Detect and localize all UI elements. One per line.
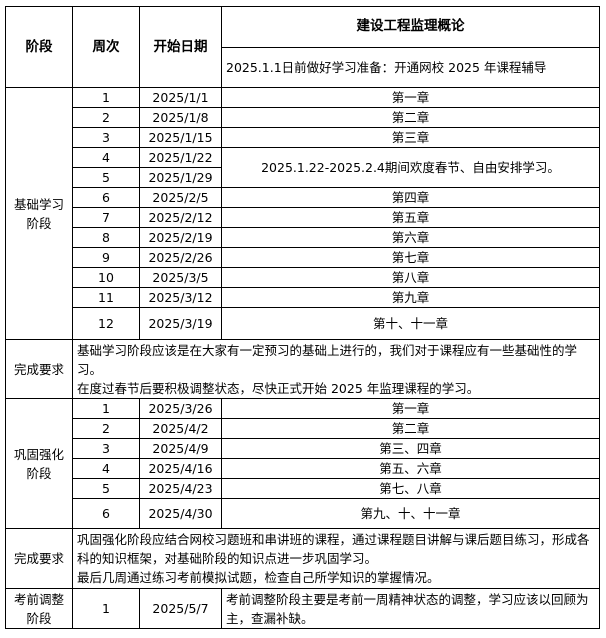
stage-basic: 基础学习阶段 — [5, 87, 73, 340]
week: 6 — [72, 498, 140, 529]
week: 3 — [72, 127, 140, 148]
content: 第七、八章 — [221, 478, 600, 499]
header-stage: 阶段 — [5, 6, 73, 88]
content: 第二章 — [221, 107, 600, 128]
content: 第三、四章 — [221, 438, 600, 459]
req-line: 在度过春节后要积极调整状态，尽快正式开始 2025 年监理课程的学习。 — [77, 380, 480, 396]
prep-note: 2025.1.1日前做好学习准备：开通网校 2025 年课程辅导 — [221, 46, 600, 88]
content: 第一章 — [221, 87, 600, 108]
header-subject: 建设工程监理概论 — [221, 6, 600, 48]
content: 第六章 — [221, 227, 600, 248]
date: 2025/4/30 — [139, 498, 222, 529]
date: 2025/1/8 — [139, 107, 222, 128]
week: 2 — [72, 107, 140, 128]
content: 第七章 — [221, 247, 600, 268]
week: 1 — [72, 87, 140, 108]
date: 2025/4/16 — [139, 458, 222, 479]
date: 2025/2/26 — [139, 247, 222, 268]
header-start-date: 开始日期 — [139, 6, 222, 88]
requirement-label: 完成要求 — [5, 528, 73, 589]
week: 12 — [72, 307, 140, 340]
date: 2025/2/19 — [139, 227, 222, 248]
date: 2025/2/5 — [139, 187, 222, 208]
date: 2025/3/19 — [139, 307, 222, 340]
date: 2025/3/5 — [139, 267, 222, 288]
content: 第二章 — [221, 418, 600, 439]
requirement-label: 完成要求 — [5, 339, 73, 399]
week: 1 — [72, 588, 140, 629]
req-line: 巩固强化阶段应结合网校习题班和串讲班的课程，通过课程题目讲解与课后题目练习，形成… — [77, 532, 590, 566]
week: 4 — [72, 458, 140, 479]
study-plan-table: 阶段 周次 开始日期 建设工程监理概论 2025.1.1日前做好学习准备：开通网… — [5, 6, 600, 629]
week: 9 — [72, 247, 140, 268]
content: 考前调整阶段主要是考前一周精神状态的调整，学习应该以回顾为主，查漏补缺。 — [221, 588, 600, 629]
date: 2025/1/1 — [139, 87, 222, 108]
week: 6 — [72, 187, 140, 208]
requirement-text: 基础学习阶段应该是在大家有一定预习的基础上进行的，我们对于课程应有一些基础性的学… — [72, 339, 600, 399]
content: 第十、十一章 — [221, 307, 600, 340]
week: 5 — [72, 478, 140, 499]
week: 4 — [72, 147, 140, 168]
date: 2025/3/26 — [139, 398, 222, 419]
week: 10 — [72, 267, 140, 288]
week: 5 — [72, 167, 140, 188]
date: 2025/2/12 — [139, 207, 222, 228]
req-line: 最后几周通过练习考前模拟试题，检查自己所学知识的掌握情况。 — [77, 570, 440, 585]
content: 第一章 — [221, 398, 600, 419]
content: 2025.1.22-2025.2.4期间欢度春节、自由安排学习。 — [221, 147, 600, 188]
content: 第五章 — [221, 207, 600, 228]
content: 第九、十、十一章 — [221, 498, 600, 529]
week: 7 — [72, 207, 140, 228]
week: 8 — [72, 227, 140, 248]
date: 2025/5/7 — [139, 588, 222, 629]
week: 3 — [72, 438, 140, 459]
date: 2025/1/29 — [139, 167, 222, 188]
week: 2 — [72, 418, 140, 439]
content: 第九章 — [221, 287, 600, 308]
content: 第八章 — [221, 267, 600, 288]
date: 2025/1/15 — [139, 127, 222, 148]
content: 第三章 — [221, 127, 600, 148]
week: 1 — [72, 398, 140, 419]
req-line: 基础学习阶段应该是在大家有一定预习的基础上进行的，我们对于课程应有一些基础性的学… — [77, 342, 578, 377]
content: 第四章 — [221, 187, 600, 208]
date: 2025/4/9 — [139, 438, 222, 459]
content: 第五、六章 — [221, 458, 600, 479]
date: 2025/4/23 — [139, 478, 222, 499]
week: 11 — [72, 287, 140, 308]
header-week: 周次 — [72, 6, 140, 88]
date: 2025/3/12 — [139, 287, 222, 308]
stage-consolidate: 巩固强化阶段 — [5, 398, 73, 529]
date: 2025/1/22 — [139, 147, 222, 168]
stage-final: 考前调整阶段 — [5, 588, 73, 629]
date: 2025/4/2 — [139, 418, 222, 439]
requirement-text: 巩固强化阶段应结合网校习题班和串讲班的课程，通过课程题目讲解与课后题目练习，形成… — [72, 528, 600, 589]
